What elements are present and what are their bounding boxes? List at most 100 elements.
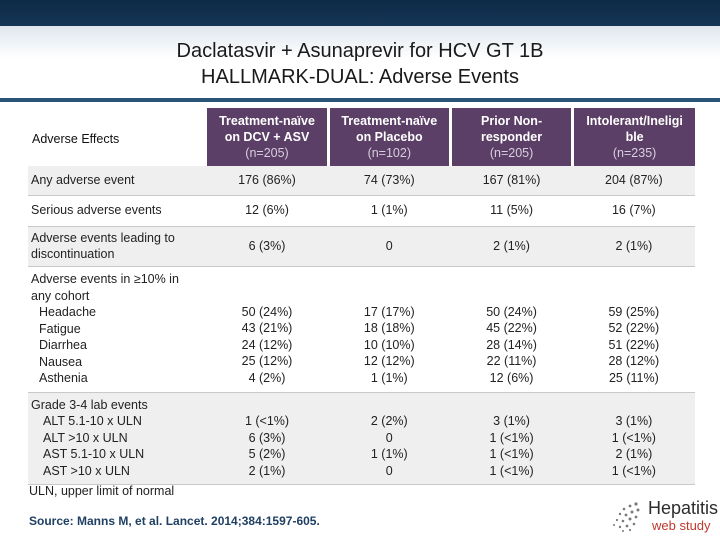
source-citation: Source: Manns M, et al. Lancet. 2014;384… (29, 514, 320, 528)
table-cell: 3 (1%) 1 (<1%) 1 (<1%) 1 (<1%) (450, 392, 573, 485)
cell-value: 17 (17%) (363, 304, 415, 319)
cell-value: 25 (12%) (241, 354, 293, 369)
cell-value: 3 (1%) (493, 414, 530, 428)
sub-label: Diarrhea (39, 338, 87, 353)
table-cell: 2 (1%) (572, 226, 695, 267)
table-cell: 16 (7%) (572, 195, 695, 227)
column-n: (n=235) (612, 146, 657, 160)
cell-value: 1 (<1%) (489, 447, 534, 461)
table-cell: 167 (81%) (450, 166, 573, 196)
column-name-line: on DCV + ASV (224, 130, 310, 144)
cell-value: 43 (21%) (241, 321, 293, 336)
footnote: ULN, upper limit of normal (29, 484, 175, 498)
table-cell: 2 (2%) 0 1 (1%) 0 (328, 392, 451, 485)
row-label: Adverse events leading to discontinuatio… (28, 226, 206, 267)
cell-value: 6 (3%) (248, 430, 286, 445)
cell-value: 52 (22%) (608, 321, 660, 336)
cell-value: 25 (11%) (608, 370, 659, 385)
cell-value: 3 (1%) (615, 414, 653, 428)
title-band (0, 26, 720, 98)
column-header-intolerant: Intolerant/Ineligi ble (n=235) (571, 108, 695, 166)
cell-value: 59 (25%) (608, 304, 660, 319)
column-header-placebo: Treatment-naïve on Placebo (n=102) (326, 108, 451, 166)
cell-value: 1 (1%) (370, 370, 408, 385)
row-label-line: Adverse events in ≥10% in (31, 272, 179, 287)
cell-value: 2 (2%) (370, 414, 408, 428)
table-cell: 6 (3%) (205, 226, 329, 267)
row-label-line: Adverse events leading to (31, 230, 175, 245)
row-label-line: Grade 3-4 lab events (31, 397, 148, 412)
cell-value: 50 (24%) (241, 304, 293, 319)
cell-value: 45 (22%) (486, 321, 537, 336)
row-label: Adverse events in ≥10% in any cohort Hea… (28, 266, 206, 393)
cell-value: 0 (385, 430, 393, 445)
cell-value: 28 (12%) (608, 354, 660, 369)
cell-value: 0 (385, 463, 393, 478)
row-label: Grade 3-4 lab events ALT 5.1-10 x ULN AL… (28, 392, 206, 485)
cell-value: 10 (10%) (363, 337, 415, 352)
cell-value: 4 (2%) (248, 370, 286, 385)
column-n: (n=205) (489, 146, 534, 160)
sub-label: Nausea (39, 354, 83, 369)
column-name-line: on Placebo (355, 130, 423, 144)
cell-value: 1 (<1%) (611, 430, 656, 445)
table-cell: 50 (24%) 43 (21%) 24 (12%) 25 (12%) 4 (2… (205, 266, 329, 393)
sub-label: ALT >10 x ULN (43, 430, 128, 445)
cell-value: 2 (1%) (248, 463, 286, 478)
table-cell: 1 (1%) (328, 195, 451, 227)
cell-value: 50 (24%) (486, 304, 537, 319)
row-label: Serious adverse events (28, 195, 206, 227)
cell-value: 12 (12%) (363, 354, 415, 369)
cell-value: 1 (<1%) (489, 430, 534, 445)
column-name-line: Prior Non- (481, 114, 543, 128)
row-label-line: discontinuation (31, 247, 115, 261)
cell-value: 28 (14%) (486, 337, 537, 352)
column-header-dcv-asv: Treatment-naïve on DCV + ASV (n=205) (204, 108, 329, 166)
cell-value: 24 (12%) (241, 337, 293, 352)
table-cell: 17 (17%) 18 (18%) 10 (10%) 12 (12%) 1 (1… (328, 266, 451, 393)
sub-label: AST >10 x ULN (43, 463, 130, 478)
sub-label: ALT 5.1-10 x ULN (43, 414, 142, 429)
table-cell: 50 (24%) 45 (22%) 28 (14%) 22 (11%) 12 (… (450, 266, 573, 393)
column-name-line: responder (480, 130, 543, 144)
column-name-line: Intolerant/Ineligi (586, 114, 683, 128)
row-label: Any adverse event (28, 166, 206, 196)
table-cell: 11 (5%) (450, 195, 573, 227)
cell-value: 12 (6%) (489, 370, 534, 385)
table-cell: 59 (25%) 52 (22%) 51 (22%) 28 (12%) 25 (… (572, 266, 695, 393)
table-cell: 12 (6%) (205, 195, 329, 227)
adverse-events-table: Adverse Effects Treatment-naïve on DCV +… (28, 108, 695, 485)
cell-value: 1 (1%) (370, 447, 408, 461)
title-line-2: HALLMARK-DUAL: Adverse Events (201, 66, 519, 88)
label-column-header: Adverse Effects (32, 132, 120, 146)
title-line-1: Daclatasvir + Asunaprevir for HCV GT 1B (176, 40, 544, 62)
sub-label: AST 5.1-10 x ULN (43, 447, 145, 462)
table-cell: 176 (86%) (205, 166, 329, 196)
cell-value: 1 (<1%) (611, 463, 656, 478)
sub-label: Fatigue (39, 321, 81, 336)
table-cell: 3 (1%) 1 (<1%) 2 (1%) 1 (<1%) (572, 392, 695, 485)
logo-subtitle: web study (652, 518, 711, 533)
cell-value: 18 (18%) (363, 321, 415, 336)
table-cell: 74 (73%) (328, 166, 451, 196)
column-name-line: ble (625, 130, 644, 144)
cell-value: 51 (22%) (608, 337, 660, 352)
table-row-discontinuation: Adverse events leading to discontinuatio… (28, 226, 695, 267)
hepatitis-web-study-logo: Hepatitis web study (608, 496, 718, 536)
column-header-prior-nonresponder: Prior Non- responder (n=205) (448, 108, 573, 166)
table-cell: 204 (87%) (572, 166, 695, 196)
row-label-line: any cohort (31, 288, 90, 303)
column-n: (n=205) (245, 146, 289, 160)
cell-value: 1 (<1%) (489, 463, 534, 478)
column-name-line: Treatment-naïve (219, 114, 315, 128)
column-n: (n=102) (367, 146, 411, 160)
sub-label: Asthenia (39, 371, 88, 386)
column-name-line: Treatment-naïve (341, 114, 438, 128)
sub-label: Headache (39, 305, 96, 320)
table-row-any-adverse-event: Any adverse event 176 (86%) 74 (73%) 167… (28, 166, 695, 196)
table-cell: 0 (328, 226, 451, 267)
table-row-serious-adverse-events: Serious adverse events 12 (6%) 1 (1%) 11… (28, 195, 695, 227)
table-cell: 1 (<1%) 6 (3%) 5 (2%) 2 (1%) (205, 392, 329, 485)
table-row-lab-events: Grade 3-4 lab events ALT 5.1-10 x ULN AL… (28, 392, 695, 485)
table-cell: 2 (1%) (450, 226, 573, 267)
